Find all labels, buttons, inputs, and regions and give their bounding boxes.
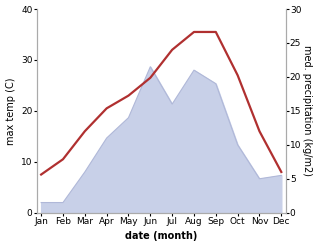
X-axis label: date (month): date (month): [125, 231, 197, 242]
Y-axis label: max temp (C): max temp (C): [5, 77, 16, 145]
Y-axis label: med. precipitation (kg/m2): med. precipitation (kg/m2): [302, 45, 313, 176]
